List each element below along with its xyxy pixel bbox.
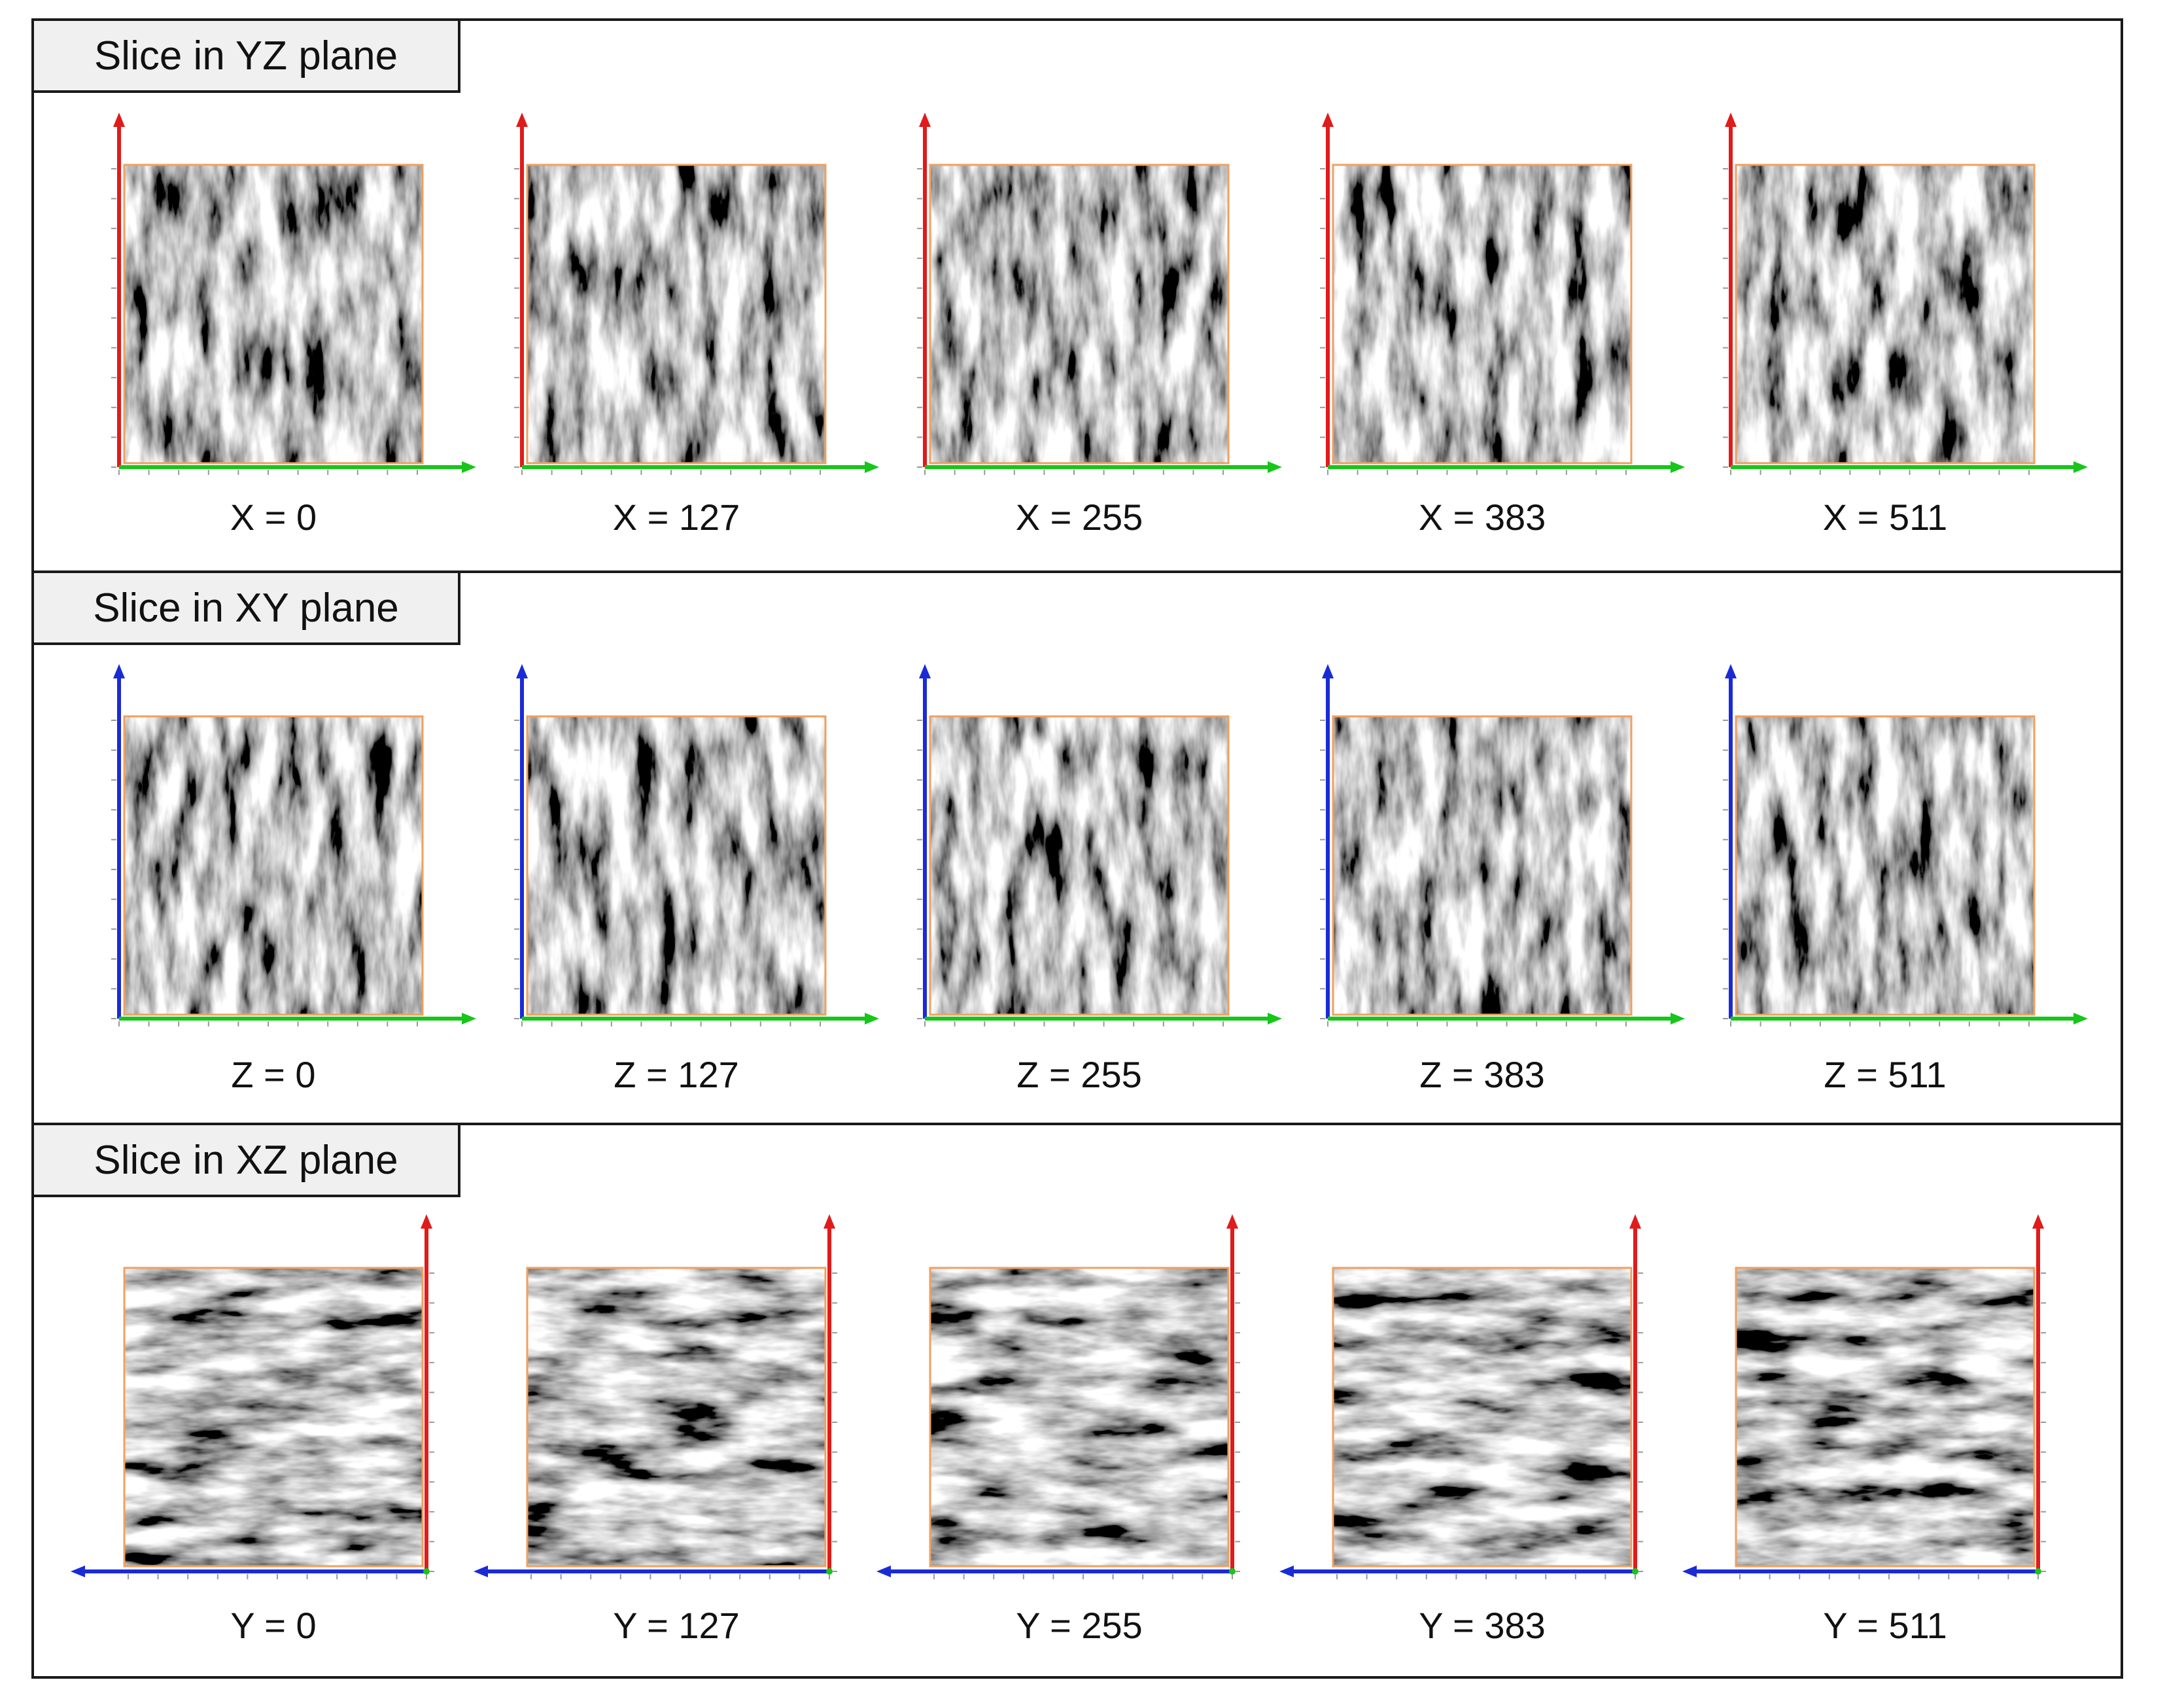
slice-image bbox=[1736, 1268, 2034, 1566]
origin-marker bbox=[2035, 1568, 2041, 1575]
slice-caption: Y = 511 bbox=[1689, 1604, 2081, 1647]
vertical-axis-arrow bbox=[2032, 1214, 2044, 1229]
horizontal-axis-arrow bbox=[1682, 1566, 1697, 1577]
